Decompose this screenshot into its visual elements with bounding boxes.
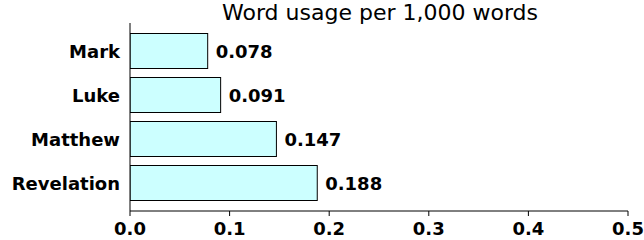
chart-container: Word usage per 1,000 words 0.078 0.091 0.14… bbox=[0, 0, 644, 240]
x-tick-label: 0.3 bbox=[413, 218, 445, 239]
bars bbox=[130, 34, 317, 201]
x-tick-label: 0.2 bbox=[313, 218, 345, 239]
chart-svg: Word usage per 1,000 words 0.078 0.091 0.14… bbox=[0, 0, 644, 240]
bar bbox=[130, 122, 276, 157]
bar bbox=[130, 34, 208, 69]
category-label: Matthew bbox=[31, 129, 120, 150]
x-axis-line bbox=[130, 211, 628, 212]
x-tick-label: 0.4 bbox=[512, 218, 544, 239]
data-label: 0.147 bbox=[284, 129, 341, 150]
x-tick bbox=[229, 211, 230, 216]
x-tick-label: 0.5 bbox=[612, 218, 644, 239]
x-tick bbox=[428, 211, 429, 216]
x-tick bbox=[130, 211, 131, 216]
x-tick-label: 0.1 bbox=[214, 218, 246, 239]
x-tick-label: 0.0 bbox=[114, 218, 146, 239]
category-label: Luke bbox=[72, 85, 120, 106]
x-tick bbox=[628, 211, 629, 216]
category-label: Revelation bbox=[12, 173, 120, 194]
bar bbox=[130, 166, 317, 201]
data-label: 0.188 bbox=[325, 173, 382, 194]
data-label: 0.091 bbox=[229, 85, 286, 106]
y-axis-line bbox=[130, 23, 131, 211]
title: Word usage per 1,000 words bbox=[222, 0, 538, 25]
x-tick bbox=[329, 211, 330, 216]
data-label: 0.078 bbox=[216, 41, 273, 62]
x-tick bbox=[528, 211, 529, 216]
category-label: Mark bbox=[69, 41, 121, 62]
bar bbox=[130, 78, 221, 113]
